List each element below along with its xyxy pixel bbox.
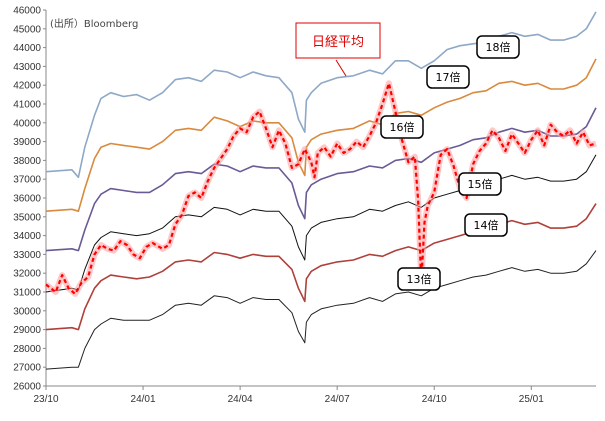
series-labels: 18倍 17倍 16倍 15倍 14倍 13倍 日経平均: [295, 22, 520, 291]
x-tick-label: 24/04: [228, 394, 253, 405]
series-label: 16倍: [390, 120, 415, 134]
x-tick-label: 25/01: [519, 394, 544, 405]
y-tick-label: 46000: [13, 6, 41, 17]
x-tick-label: 24/01: [131, 394, 156, 405]
series-label: 14倍: [474, 218, 499, 232]
y-tick-label: 27000: [13, 363, 41, 374]
series-line-13x-per: [45, 250, 597, 370]
series-label-box: [426, 65, 470, 89]
series-label: 13倍: [407, 272, 432, 286]
series-label-box: [464, 213, 508, 237]
series-label: 18倍: [486, 40, 511, 54]
y-tick-label: 44000: [13, 43, 41, 54]
y-tick-label: 39000: [13, 137, 41, 148]
y-tick-label: 36000: [13, 194, 41, 205]
x-tick-label: 23/10: [33, 394, 58, 405]
y-tick-label: 35000: [13, 212, 41, 223]
x-tick-label: 24/10: [422, 394, 447, 405]
y-tick-label: 30000: [13, 306, 41, 317]
y-tick-label: 43000: [13, 62, 41, 73]
series-label-box: [380, 115, 424, 139]
series-label-box: [458, 172, 502, 196]
y-tick-label: 29000: [13, 325, 41, 336]
series-lines: [45, 11, 597, 370]
y-tick-label: 31000: [13, 288, 41, 299]
nikkei-label: 日経平均: [312, 35, 364, 50]
x-tick-label: 24/07: [325, 394, 350, 405]
source-note: (出所）Bloomberg: [50, 17, 138, 30]
y-tick-label: 45000: [13, 24, 41, 35]
y-tick-label: 34000: [13, 231, 41, 242]
series-label: 15倍: [468, 177, 493, 191]
series-label: 17倍: [436, 70, 461, 84]
nikkei-glow: [44, 80, 597, 297]
nikkei-line: [45, 82, 597, 295]
y-tick-label: 33000: [13, 250, 41, 261]
y-tick-label: 26000: [13, 382, 41, 393]
y-tick-label: 42000: [13, 81, 41, 92]
nikkei-average-line: [44, 80, 597, 297]
y-tick-label: 38000: [13, 156, 41, 167]
nikkei-pointer-line: [335, 59, 347, 77]
series-label-box: [476, 35, 520, 59]
y-tick-label: 28000: [13, 344, 41, 355]
series-line-18x-per: [45, 11, 597, 179]
series-label-box: [397, 267, 441, 291]
y-tick-label: 41000: [13, 100, 41, 111]
axes: 26000 27000 28000 29000 30000 31000 32000 33000…: [13, 6, 596, 405]
series-line-16x-per: [45, 107, 597, 252]
y-tick-label: 40000: [13, 118, 41, 129]
series-line-15x-per: [45, 154, 597, 293]
y-tick-label: 37000: [13, 175, 41, 186]
y-tick-label: 32000: [13, 269, 41, 280]
nikkei-label-box: [295, 22, 381, 59]
